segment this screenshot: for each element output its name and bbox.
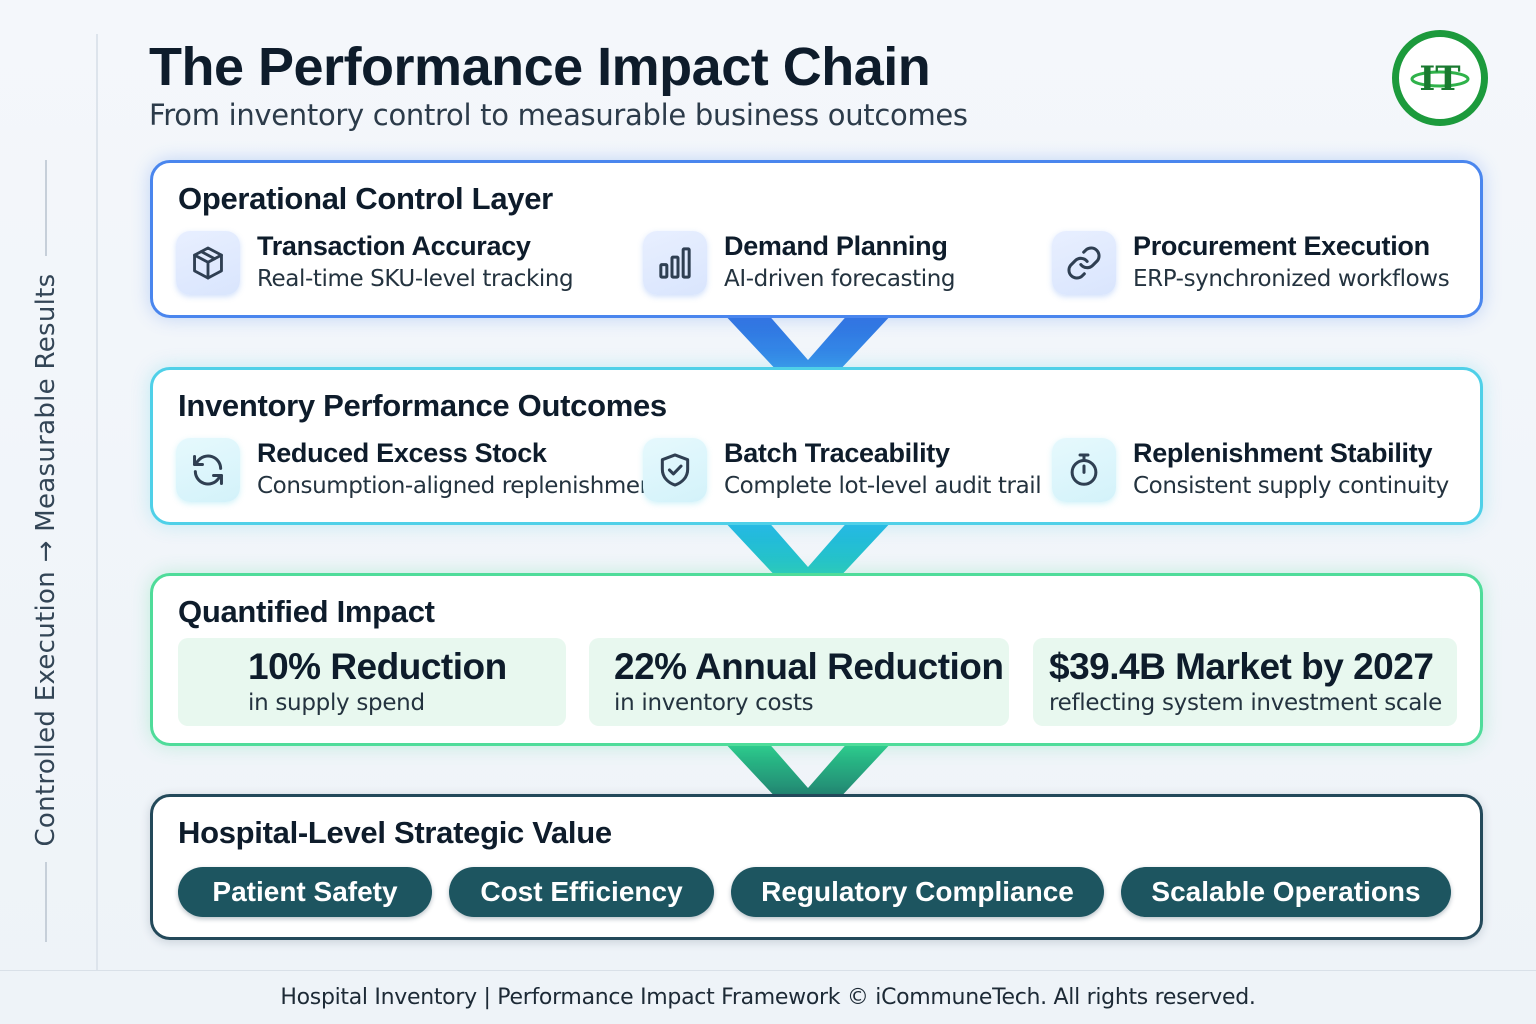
metric-inventory-costs: 22% Annual Reduction in inventory costs [589,638,1009,726]
bar-chart-icon [643,231,707,295]
box-icon [176,231,240,295]
chevron-down-icon [722,740,894,832]
item-title: Transaction Accuracy [257,231,531,261]
vertical-flow-caption: Controlled Execution → Measurable Result… [31,273,61,847]
page-subtitle: From inventory control to measurable bus… [149,98,968,132]
layer-title: Hospital-Level Strategic Value [178,815,612,850]
chevron-down-icon [722,312,894,404]
item-description: AI-driven forecasting [724,266,956,292]
refresh-icon [176,438,240,502]
item-description: ERP-synchronized workflows [1133,266,1450,292]
layer-title: Operational Control Layer [178,181,553,216]
value-pill-regulatory-compliance: Regulatory Compliance [731,867,1104,917]
item-title: Replenishment Stability [1133,438,1433,468]
left-divider-line [96,34,98,970]
metric-description: reflecting system investment scale [1049,690,1442,716]
metric-supply-spend: 10% Reduction in supply spend [178,638,566,726]
item-title: Batch Traceability [724,438,950,468]
metric-value: $39.4B Market by 2027 [1049,646,1434,687]
brand-logo: IT [1392,30,1488,126]
strategic-value-card: Hospital-Level Strategic Value Patient S… [150,794,1483,940]
item-title: Procurement Execution [1133,231,1430,261]
item-description: Consistent supply continuity [1133,473,1449,499]
value-pill-scalable-operations: Scalable Operations [1121,867,1451,917]
layer-title: Inventory Performance Outcomes [178,388,667,423]
caption-tick-bottom [45,862,47,942]
metric-market-size: $39.4B Market by 2027 reflecting system … [1033,638,1457,726]
shield-check-icon [643,438,707,502]
logo-mark-icon: IT [1410,59,1470,99]
stopwatch-icon [1052,438,1116,502]
item-description: Complete lot-level audit trail [724,473,1042,499]
logo-lettering: IT [1419,59,1460,99]
metric-description: in inventory costs [614,690,814,716]
caption-tick-top [45,160,47,256]
item-title: Demand Planning [724,231,948,261]
inventory-performance-outcomes-card: Inventory Performance Outcomes Reduced E… [150,367,1483,525]
item-description: Real-time SKU-level tracking [257,266,574,292]
metric-value: 22% Annual Reduction [614,646,1004,687]
metric-value: 10% Reduction [248,646,507,687]
link-icon [1052,231,1116,295]
page-title: The Performance Impact Chain [149,37,931,97]
quantified-impact-card: Quantified Impact 10% Reduction in suppl… [150,573,1483,746]
metric-description: in supply spend [248,690,425,716]
layer-title: Quantified Impact [178,594,435,629]
value-pill-cost-efficiency: Cost Efficiency [449,867,714,917]
item-title: Reduced Excess Stock [257,438,547,468]
item-description: Consumption-aligned replenishment [257,473,663,499]
value-pill-patient-safety: Patient Safety [178,867,432,917]
footer-copyright: Hospital Inventory | Performance Impact … [280,985,1256,1010]
footer-divider [0,970,1536,971]
operational-control-layer-card: Operational Control Layer Transaction Ac… [150,160,1483,318]
chevron-down-icon [722,519,894,611]
